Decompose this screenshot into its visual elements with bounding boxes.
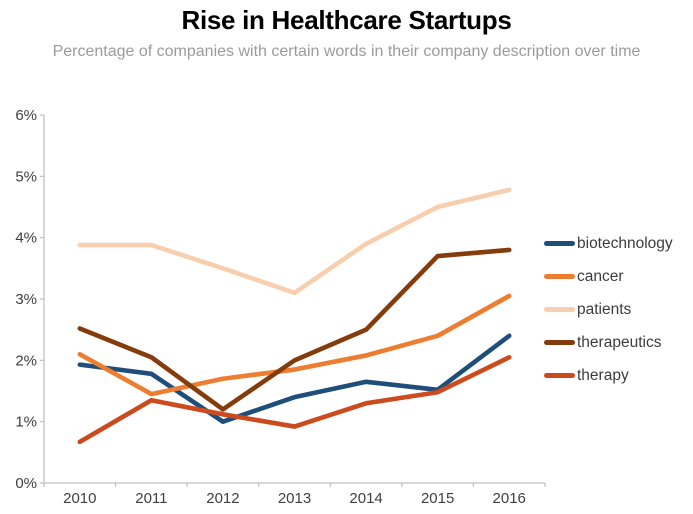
series-line-therapeutics [77, 247, 512, 412]
y-tick-label: 0% [15, 475, 37, 492]
y-tick-label: 3% [15, 291, 37, 308]
legend-swatch-cancer [544, 274, 575, 279]
legend-label: therapy [577, 366, 629, 384]
series-line-cancer [77, 293, 512, 397]
y-tick-label: 5% [15, 168, 37, 185]
y-tick-label: 1% [15, 414, 37, 431]
legend-label: cancer [577, 267, 624, 285]
legend-label: patients [577, 300, 632, 318]
legend-item-cancer: cancer [544, 260, 673, 293]
x-tick-label: 2012 [206, 490, 239, 507]
legend-swatch-therapy [544, 373, 575, 378]
legend-item-therapeutics: therapeutics [544, 326, 673, 359]
y-tick-label: 4% [15, 230, 37, 247]
chart-legend: biotechnology cancer patients therapeutics t… [544, 227, 673, 392]
x-tick-label: 2013 [278, 490, 311, 507]
x-tick-label: 2014 [349, 490, 382, 507]
y-tick-label: 2% [15, 352, 37, 369]
x-tick-label: 2010 [63, 490, 96, 507]
y-tick-label: 6% [15, 107, 37, 124]
series-line-patients [77, 187, 512, 296]
chart-title: Rise in Healthcare Startups [181, 5, 512, 35]
legend-swatch-patients [544, 307, 575, 312]
x-tick-label: 2016 [493, 490, 526, 507]
legend-label: therapeutics [577, 333, 662, 351]
series-line-biotechnology [77, 333, 512, 424]
legend-swatch-biotechnology [544, 241, 575, 246]
legend-swatch-therapeutics [544, 340, 575, 345]
x-tick-label: 2011 [135, 490, 167, 507]
legend-item-patients: patients [544, 293, 673, 326]
series-line-therapy [77, 354, 512, 445]
x-tick-label: 2015 [421, 490, 454, 507]
legend-item-biotechnology: biotechnology [544, 227, 673, 260]
chart-subtitle: Percentage of companies with certain wor… [52, 43, 641, 60]
legend-item-therapy: therapy [544, 359, 673, 392]
legend-label: biotechnology [577, 234, 673, 252]
